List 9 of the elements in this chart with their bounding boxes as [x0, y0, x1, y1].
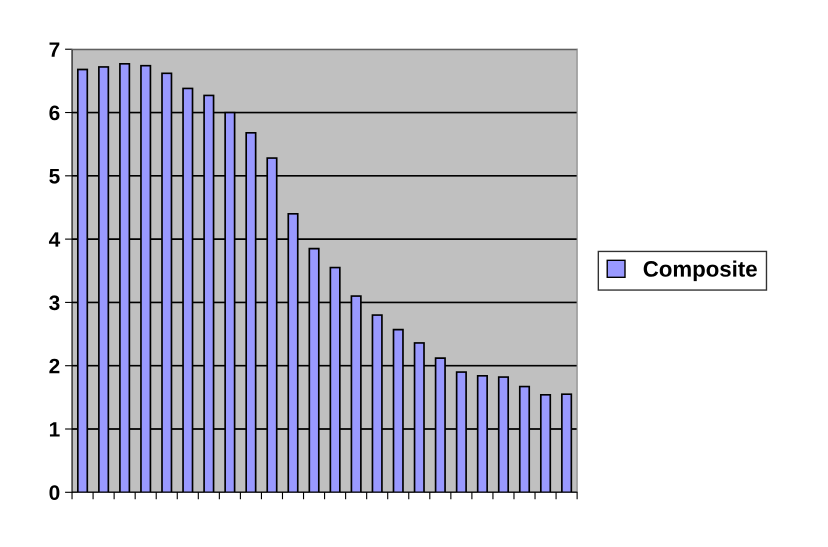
y-tick-label: 5: [49, 169, 60, 184]
y-tick-label: 0: [49, 485, 60, 500]
legend-label: Composite: [644, 260, 757, 282]
y-tick-label: 7: [50, 42, 60, 57]
y-tick-label: 3: [49, 295, 60, 310]
y-tick-label: 1: [50, 422, 60, 437]
y-tick-label: 4: [48, 232, 60, 247]
y-tick-label: 2: [49, 358, 60, 374]
y-tick-label: 6: [49, 106, 60, 120]
